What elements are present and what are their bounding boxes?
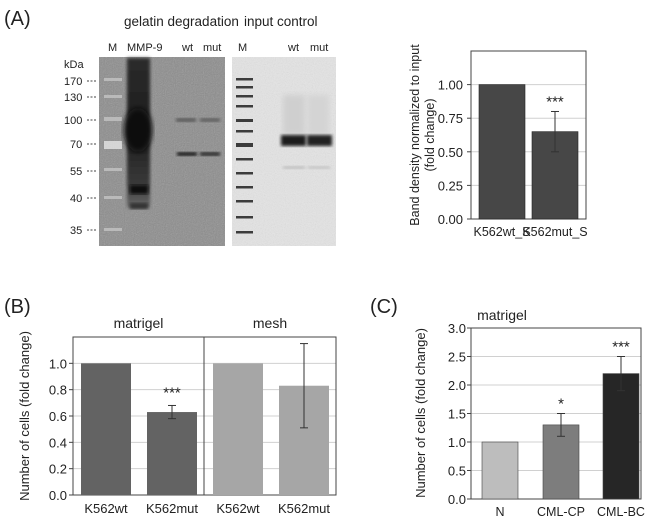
significance-c: *** <box>612 339 630 356</box>
xtick-label-b: K562mut <box>278 501 330 516</box>
ytick-label-b: 0.8 <box>49 383 67 398</box>
marker-55: 55 <box>70 166 82 178</box>
bar-c-CML-CP <box>542 424 580 500</box>
xtick-label-c: N <box>495 505 504 519</box>
xtick-label-c: CML-BC <box>597 505 645 519</box>
lane-label-wt-right: wt <box>287 42 299 54</box>
gel-left <box>99 57 225 246</box>
panel-label-a: (A) <box>4 8 31 30</box>
marker-35: 35 <box>70 225 82 237</box>
bar-b-1 <box>147 412 197 495</box>
xtick-label-a: K562mut_S <box>522 225 587 239</box>
lane-label-mut-left: mut <box>203 42 221 54</box>
ytick-label-a: 0.75 <box>438 111 463 126</box>
marker-130: 130 <box>64 92 82 104</box>
ytick-label-b: 0.0 <box>49 488 67 503</box>
ytick-label-c: 0.5 <box>448 464 466 479</box>
xtick-label-b: K562mut <box>146 501 198 516</box>
xtick-label-b: K562wt <box>84 501 128 516</box>
kda-markers: 170 130 100 70 55 40 35 <box>64 76 96 237</box>
marker-170: 170 <box>64 76 82 88</box>
ytick-label-b: 1.0 <box>49 356 67 371</box>
ytick-label-c: 2.5 <box>448 350 466 365</box>
significance-c: * <box>558 396 564 413</box>
ytick-label-a: 0.25 <box>438 178 463 193</box>
gel-images: gelatin degradation input control M MMP-… <box>64 14 336 246</box>
significance-b: *** <box>163 384 181 401</box>
ylabel-a: Band density normalized to input(fold ch… <box>408 44 437 226</box>
subtitle-c: matrigel <box>477 307 527 323</box>
significance-a: *** <box>546 93 564 110</box>
marker-100: 100 <box>64 115 82 127</box>
ytick-label-c: 2.0 <box>448 378 466 393</box>
kda-label: kDa <box>64 59 84 71</box>
lane-label-m-left: M <box>108 42 117 54</box>
xtick-label-c: CML-CP <box>537 505 585 519</box>
ytick-label-a: 0.50 <box>438 145 463 160</box>
ytick-label-b: 0.6 <box>49 409 67 424</box>
chart-b: 0.0 0.2 0.4 0.6 0.8 1.0 matrigel mesh K562wt K562… <box>17 315 337 516</box>
ylabel-c: Number of cells (fold change) <box>413 328 428 498</box>
xtick-label-b: K562wt <box>216 501 260 516</box>
subtitle-b-matrigel: matrigel <box>114 315 164 331</box>
plot-frame-a <box>470 50 587 220</box>
ytick-label-b: 0.2 <box>49 462 67 477</box>
gel-right <box>232 57 336 246</box>
marker-40: 40 <box>70 193 82 205</box>
lane-label-wt-left: wt <box>181 42 193 54</box>
ylabel-a-line: (fold change) <box>423 99 437 172</box>
ylabel-b: Number of cells (fold change) <box>17 331 32 501</box>
lane-label-mut-right: mut <box>310 42 328 54</box>
panel-label-b: (B) <box>4 296 31 318</box>
ytick-label-c: 3.0 <box>448 321 466 336</box>
lane-label-mmp9: MMP-9 <box>127 42 162 54</box>
ytick-label-c: 0.0 <box>448 492 466 507</box>
xtick-label-a: K562wt_S <box>474 225 531 239</box>
bar-c-N <box>481 441 519 500</box>
lane-label-m-right: M <box>238 42 247 54</box>
panel-label-c: (C) <box>370 296 398 318</box>
ytick-label-a: 1.00 <box>438 78 463 93</box>
ytick-label-c: 1.0 <box>448 435 466 450</box>
ytick-label-b: 0.4 <box>49 435 67 450</box>
chart-c: 0.0 0.5 1.0 1.5 2.0 2.5 3.0 matrigel N CML-CP * CML… <box>413 307 645 519</box>
bar-b-2 <box>213 363 263 495</box>
ylabel-a-line: Band density normalized to input <box>408 44 422 226</box>
marker-70: 70 <box>70 139 82 151</box>
bar-b-0 <box>81 363 131 495</box>
gel-right-title: input control <box>244 14 318 29</box>
bar-a-K562wt_S <box>478 84 526 220</box>
bar-c-CML-BC <box>602 373 640 500</box>
gel-left-title: gelatin degradation <box>124 14 239 29</box>
ytick-label-c: 1.5 <box>448 407 466 422</box>
subtitle-b-mesh: mesh <box>253 315 287 331</box>
ytick-label-a: 0.00 <box>438 212 463 227</box>
